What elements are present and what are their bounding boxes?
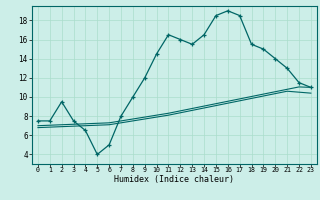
X-axis label: Humidex (Indice chaleur): Humidex (Indice chaleur) bbox=[115, 175, 234, 184]
